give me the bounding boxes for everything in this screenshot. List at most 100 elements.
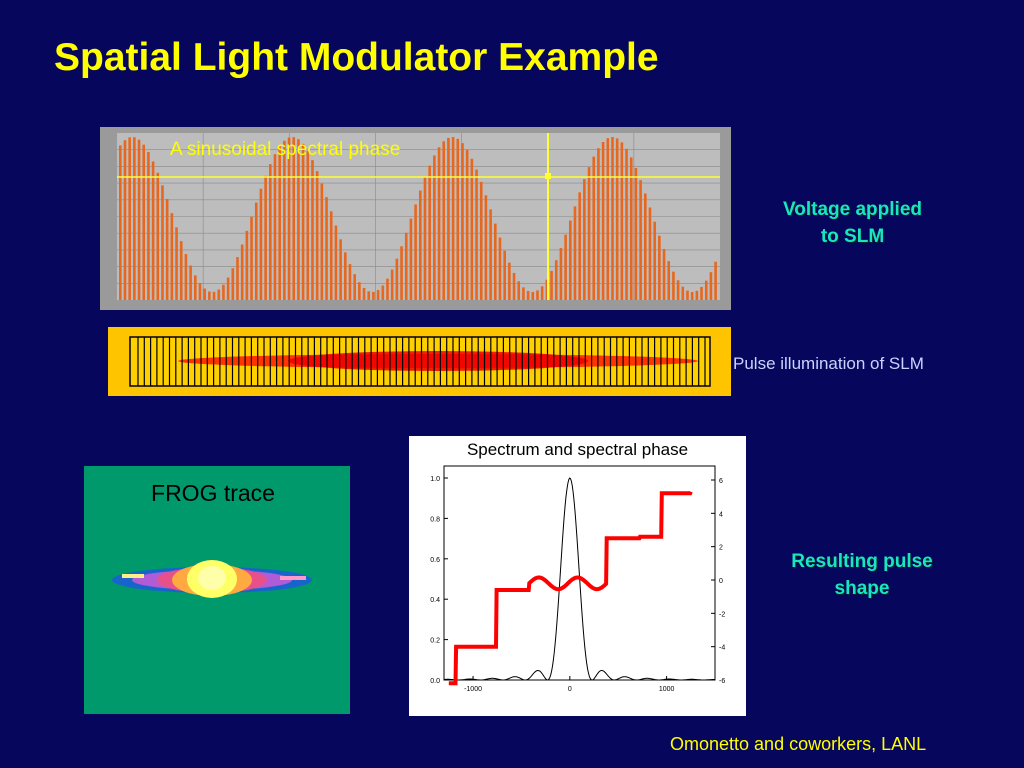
- voltage-label-line-1: Voltage applied: [782, 199, 922, 220]
- voltage-bar: [704, 280, 708, 300]
- voltage-bar: [437, 147, 441, 300]
- voltage-bar: [217, 289, 221, 300]
- voltage-bar: [390, 269, 394, 300]
- voltage-bar: [273, 154, 277, 300]
- voltage-bar: [400, 246, 403, 300]
- voltage-bar: [376, 289, 380, 300]
- voltage-bar: [344, 252, 347, 300]
- left-axis-tick-label: 0.8: [430, 516, 440, 523]
- voltage-bar: [545, 279, 549, 300]
- pulse-illumination-label: Pulse illumination of SLM: [733, 354, 924, 373]
- voltage-bar: [240, 244, 244, 300]
- voltage-bar: [212, 291, 216, 300]
- voltage-bar: [465, 149, 469, 300]
- voltage-bar: [161, 185, 164, 300]
- voltage-label-line-2: to SLM: [820, 226, 885, 247]
- voltage-bar: [475, 169, 478, 300]
- slm-pixel-lines: [137, 337, 706, 386]
- frog-speckle-right: [280, 576, 306, 580]
- voltage-bar: [409, 218, 413, 300]
- voltage-bar: [358, 282, 361, 300]
- voltage-bar: [503, 250, 506, 300]
- pulse-beam-core: [288, 351, 588, 371]
- credit-line: Omonetto and coworkers, LANL: [670, 734, 927, 754]
- voltage-bar: [592, 156, 596, 300]
- voltage-bar: [419, 190, 422, 300]
- right-axis-tick-label: 6: [719, 478, 723, 485]
- voltage-bar: [264, 175, 267, 300]
- right-axis-tick-label: 0: [719, 578, 723, 585]
- voltage-bar: [606, 138, 610, 300]
- voltage-bar: [189, 265, 192, 300]
- voltage-label: Voltage applied to SLM: [755, 196, 950, 250]
- voltage-bar: [442, 141, 446, 300]
- voltage-bar: [451, 137, 455, 300]
- spectrum-plot-title: Spectrum and spectral phase: [466, 440, 689, 459]
- right-axis-ticks: -6 -4 -2 0 2 4 6: [711, 478, 725, 685]
- voltage-bar: [433, 155, 436, 300]
- slide-title: Spatial Light Modulator Example: [54, 36, 659, 79]
- voltage-bar: [517, 281, 521, 300]
- voltage-bar: [540, 286, 544, 300]
- voltage-bar: [348, 264, 352, 300]
- voltage-bar: [634, 168, 638, 300]
- voltage-bar: [479, 181, 483, 300]
- voltage-bar: [672, 271, 675, 300]
- voltage-bar: [123, 140, 127, 300]
- voltage-bar: [695, 290, 699, 300]
- voltage-bar: [601, 141, 605, 300]
- voltage-bar: [165, 199, 169, 300]
- voltage-bar: [461, 143, 464, 300]
- voltage-bar-plot: A sinusoidal spectral phase: [100, 127, 731, 310]
- voltage-bar: [269, 164, 272, 300]
- voltage-bar: [133, 137, 136, 300]
- voltage-bar: [329, 211, 333, 300]
- voltage-bar: [325, 197, 328, 300]
- right-axis-tick-label: -6: [719, 678, 725, 685]
- voltage-bar: [203, 288, 206, 300]
- right-axis-tick-label: -4: [719, 645, 725, 652]
- voltage-bar: [128, 137, 131, 300]
- frog-core-peak: [198, 566, 226, 590]
- voltage-bar: [583, 179, 586, 300]
- cursor-marker: [545, 173, 551, 179]
- voltage-bar: [292, 137, 296, 300]
- voltage-bar: [142, 144, 146, 300]
- voltage-bar: [236, 257, 239, 300]
- voltage-bar: [287, 137, 291, 300]
- voltage-bar: [629, 157, 633, 300]
- voltage-bar: [194, 275, 197, 300]
- pulse-shape-label: Resulting pulse shape: [762, 548, 962, 602]
- voltage-bar: [569, 220, 572, 300]
- voltage-bar: [531, 291, 535, 300]
- pulse-shape-label-line-2: shape: [834, 578, 890, 599]
- spectrum-phase-plot: 0.0 0.2 0.4 0.6 0.8 1.0 -6 -4 -2 0 2 4 6 -1000 0 1000: [409, 436, 746, 716]
- voltage-bar: [226, 277, 230, 300]
- voltage-bar: [648, 207, 652, 300]
- voltage-bar: [667, 261, 671, 300]
- left-axis-tick-label: 0.6: [430, 557, 440, 564]
- voltage-bar: [311, 160, 314, 300]
- voltage-bar: [484, 195, 488, 300]
- x-axis-tick-label: -1000: [464, 686, 482, 693]
- voltage-bar: [686, 290, 689, 300]
- right-axis-tick-label: -2: [719, 611, 725, 618]
- voltage-bar: [320, 183, 324, 300]
- voltage-bar: [179, 241, 183, 300]
- voltage-bar: [625, 148, 628, 300]
- voltage-bar: [250, 216, 253, 300]
- right-axis-tick-label: 4: [719, 511, 723, 518]
- voltage-plot-annotation: A sinusoidal spectral phase: [170, 139, 400, 160]
- voltage-bar: [259, 188, 263, 300]
- voltage-bar: [644, 193, 647, 300]
- voltage-bar: [119, 145, 122, 300]
- voltage-bar: [395, 258, 399, 300]
- x-axis-tick-label: 1000: [659, 686, 675, 693]
- voltage-bar: [662, 249, 666, 300]
- voltage-bar: [414, 204, 417, 300]
- frog-trace-image: [84, 466, 350, 714]
- voltage-bar: [362, 287, 366, 300]
- voltage-bar: [170, 213, 174, 300]
- voltage-bar: [386, 278, 389, 300]
- right-axis-tick-label: 2: [719, 545, 723, 552]
